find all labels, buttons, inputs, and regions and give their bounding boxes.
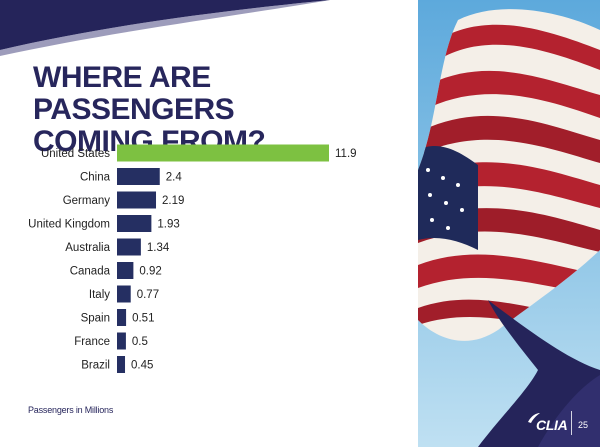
title-line-1: WHERE ARE PASSENGERS bbox=[33, 61, 235, 126]
value-label: 2.19 bbox=[162, 195, 184, 207]
category-label: Canada bbox=[70, 266, 111, 278]
category-label: Italy bbox=[89, 289, 110, 301]
category-label: France bbox=[74, 336, 110, 348]
value-label: 0.45 bbox=[131, 360, 153, 372]
bar bbox=[117, 262, 134, 279]
value-label: 0.77 bbox=[137, 289, 159, 301]
category-label: United States bbox=[41, 148, 110, 160]
clia-logo-icon bbox=[528, 413, 540, 423]
page-number: 25 bbox=[578, 420, 589, 430]
category-label: Australia bbox=[65, 242, 110, 254]
value-label: 0.92 bbox=[139, 266, 161, 278]
category-label: United Kingdom bbox=[28, 219, 110, 231]
value-label: 0.51 bbox=[132, 313, 154, 325]
value-label: 1.34 bbox=[147, 242, 170, 254]
category-label: Spain bbox=[81, 313, 110, 325]
value-label: 2.4 bbox=[166, 172, 183, 184]
bar bbox=[117, 309, 127, 326]
value-label: 0.5 bbox=[132, 336, 148, 348]
american-flag-photo bbox=[418, 0, 600, 447]
bar bbox=[117, 285, 131, 303]
header-swoosh bbox=[0, 0, 330, 56]
value-label: 11.9 bbox=[335, 148, 357, 160]
bar bbox=[117, 191, 157, 209]
units-footnote: Passengers in Millions bbox=[28, 405, 114, 415]
category-label: Brazil bbox=[81, 360, 110, 372]
bar bbox=[117, 332, 126, 350]
passenger-bar-chart: United States 11.9 China 2.4 Germany 2.19 Unit… bbox=[28, 144, 357, 373]
clia-logo-text: CLIA bbox=[536, 417, 568, 433]
category-label: Germany bbox=[63, 195, 111, 207]
bar bbox=[117, 356, 126, 373]
bar bbox=[117, 215, 152, 232]
logo-divider bbox=[571, 411, 572, 435]
category-label: China bbox=[80, 172, 111, 184]
value-label: 1.93 bbox=[157, 219, 179, 231]
bar bbox=[117, 238, 141, 256]
bar bbox=[117, 144, 329, 162]
bar bbox=[117, 168, 160, 185]
